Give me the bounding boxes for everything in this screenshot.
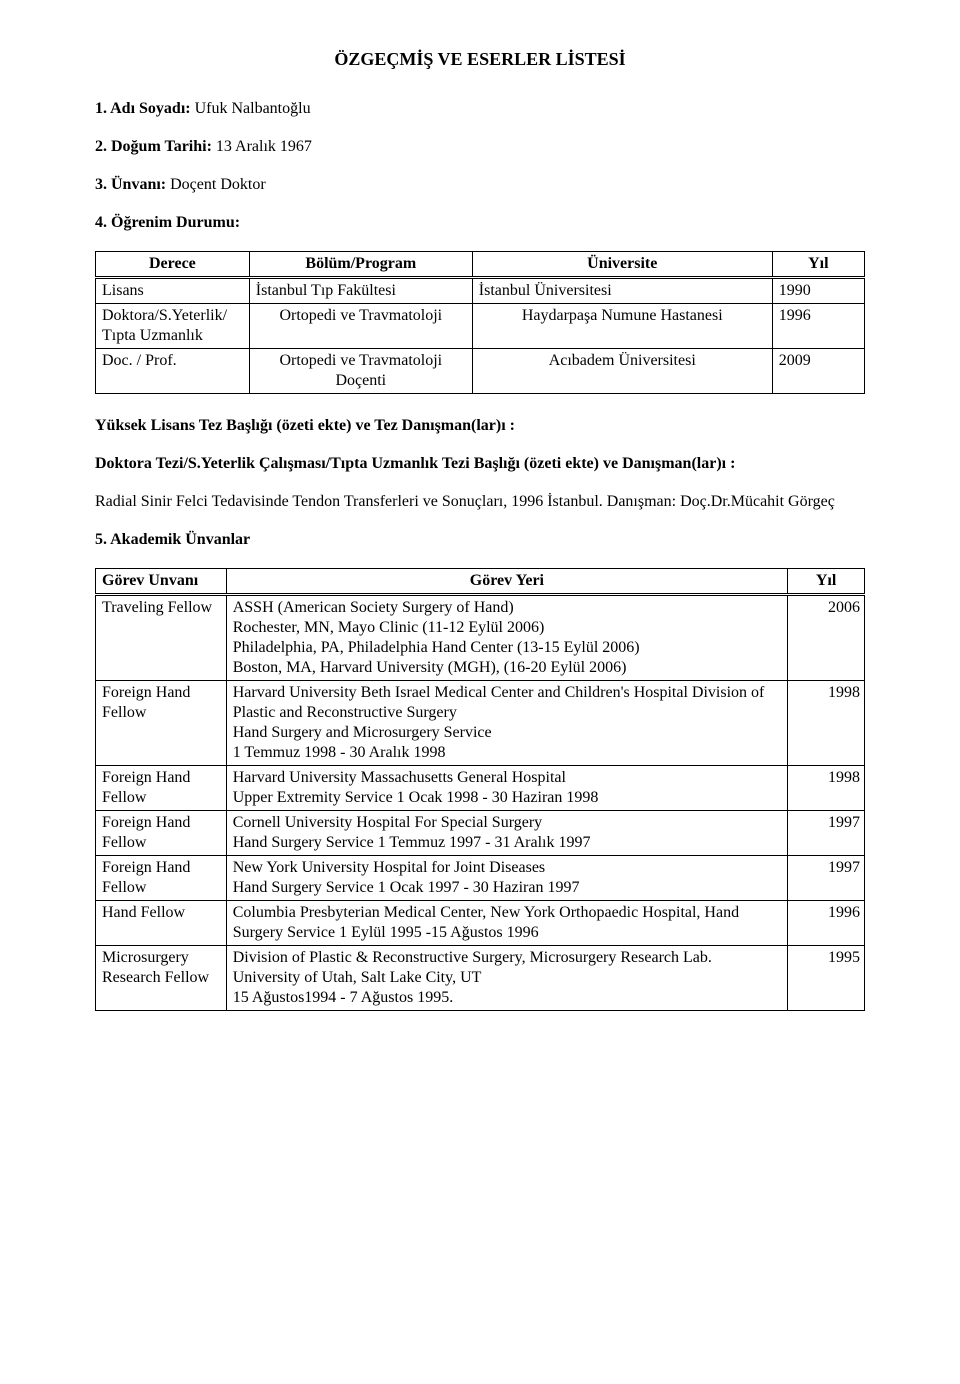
acad-h-year: Yıl [788, 568, 865, 594]
edu-university: İstanbul Üniversitesi [472, 277, 772, 303]
edu-degree: Doc. / Prof. [96, 348, 250, 393]
academic-row: Foreign Hand Fellow Cornell University H… [96, 810, 865, 855]
edu-year: 1996 [772, 303, 864, 348]
edu-year: 1990 [772, 277, 864, 303]
field-title: 3. Ünvanı: Doçent Doktor [95, 175, 865, 195]
master-thesis-heading: Yüksek Lisans Tez Başlığı (özeti ekte) v… [95, 416, 865, 436]
academic-row: Foreign Hand Fellow New York University … [96, 855, 865, 900]
edu-degree: Lisans [96, 277, 250, 303]
edu-h-year: Yıl [772, 251, 864, 277]
acad-year: 1997 [788, 855, 865, 900]
birth-value: 13 Aralık 1967 [212, 138, 312, 155]
name-value: Ufuk Nalbantoğlu [191, 100, 311, 117]
acad-place: Harvard University Massachusetts General… [226, 765, 787, 810]
academic-row: Foreign Hand Fellow Harvard University M… [96, 765, 865, 810]
acad-place: Division of Plastic & Reconstructive Sur… [226, 945, 787, 1010]
academic-table: Görev Unvanı Görev Yeri Yıl Traveling Fe… [95, 568, 865, 1011]
acad-place: New York University Hospital for Joint D… [226, 855, 787, 900]
edu-program: Ortopedi ve Travmatoloji Doçenti [249, 348, 472, 393]
edu-h-program: Bölüm/Program [249, 251, 472, 277]
title-label: 3. Ünvanı: [95, 176, 166, 193]
acad-title: Foreign Hand Fellow [96, 855, 227, 900]
acad-year: 2006 [788, 594, 865, 680]
acad-title: Microsurgery Research Fellow [96, 945, 227, 1010]
academic-row: Foreign Hand Fellow Harvard University B… [96, 680, 865, 765]
cv-page: ÖZGEÇMİŞ VE ESERLER LİSTESİ 1. Adı Soyad… [0, 0, 960, 1073]
acad-place: Columbia Presbyterian Medical Center, Ne… [226, 900, 787, 945]
field-name: 1. Adı Soyadı: Ufuk Nalbantoğlu [95, 99, 865, 119]
edu-program: İstanbul Tıp Fakültesi [249, 277, 472, 303]
doctorate-thesis-heading: Doktora Tezi/S.Yeterlik Çalışması/Tıpta … [95, 454, 865, 474]
academic-row: Hand Fellow Columbia Presbyterian Medica… [96, 900, 865, 945]
education-row: Doc. / Prof. Ortopedi ve Travmatoloji Do… [96, 348, 865, 393]
acad-h-title: Görev Unvanı [96, 568, 227, 594]
academic-label: 5. Akademik Ünvanlar [95, 531, 250, 548]
edu-university: Acıbadem Üniversitesi [472, 348, 772, 393]
education-row: Lisans İstanbul Tıp Fakültesi İstanbul Ü… [96, 277, 865, 303]
thesis-text: Radial Sinir Felci Tedavisinde Tendon Tr… [95, 492, 865, 512]
title-value: Doçent Doktor [166, 176, 266, 193]
edu-university: Haydarpaşa Numune Hastanesi [472, 303, 772, 348]
field-academic: 5. Akademik Ünvanlar [95, 530, 865, 550]
edu-h-university: Üniversite [472, 251, 772, 277]
field-birth: 2. Doğum Tarihi: 13 Aralık 1967 [95, 137, 865, 157]
acad-year: 1995 [788, 945, 865, 1010]
acad-title: Foreign Hand Fellow [96, 765, 227, 810]
edu-h-degree: Derece [96, 251, 250, 277]
acad-place: Cornell University Hospital For Special … [226, 810, 787, 855]
acad-title: Hand Fellow [96, 900, 227, 945]
education-row: Doktora/S.Yeterlik/ Tıpta Uzmanlık Ortop… [96, 303, 865, 348]
page-title: ÖZGEÇMİŞ VE ESERLER LİSTESİ [95, 48, 865, 71]
acad-year: 1997 [788, 810, 865, 855]
education-table: Derece Bölüm/Program Üniversite Yıl Lisa… [95, 251, 865, 394]
acad-title: Foreign Hand Fellow [96, 680, 227, 765]
education-header-row: Derece Bölüm/Program Üniversite Yıl [96, 251, 865, 277]
birth-label: 2. Doğum Tarihi: [95, 138, 212, 155]
acad-h-place: Görev Yeri [226, 568, 787, 594]
acad-year: 1998 [788, 765, 865, 810]
edu-degree: Doktora/S.Yeterlik/ Tıpta Uzmanlık [96, 303, 250, 348]
edu-program: Ortopedi ve Travmatoloji [249, 303, 472, 348]
acad-place: ASSH (American Society Surgery of Hand)R… [226, 594, 787, 680]
education-label: 4. Öğrenim Durumu: [95, 214, 240, 231]
academic-header-row: Görev Unvanı Görev Yeri Yıl [96, 568, 865, 594]
acad-place: Harvard University Beth Israel Medical C… [226, 680, 787, 765]
academic-row: Traveling Fellow ASSH (American Society … [96, 594, 865, 680]
acad-year: 1998 [788, 680, 865, 765]
acad-year: 1996 [788, 900, 865, 945]
name-label: 1. Adı Soyadı: [95, 100, 191, 117]
edu-year: 2009 [772, 348, 864, 393]
acad-title: Traveling Fellow [96, 594, 227, 680]
acad-title: Foreign Hand Fellow [96, 810, 227, 855]
academic-row: Microsurgery Research Fellow Division of… [96, 945, 865, 1010]
field-education: 4. Öğrenim Durumu: [95, 213, 865, 233]
